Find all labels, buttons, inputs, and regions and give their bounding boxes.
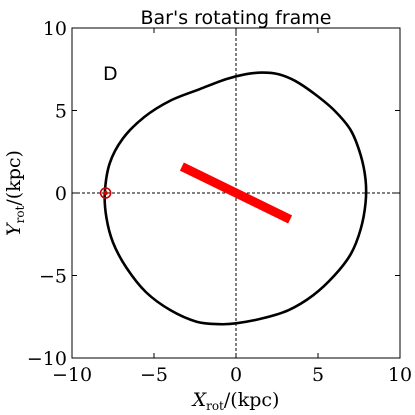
y-tick-label: −5	[39, 266, 67, 288]
y-tick-label: 5	[55, 101, 67, 123]
x-axis-label-sub: rot	[206, 399, 224, 413]
x-axis-label-main: X	[191, 389, 208, 411]
orbit-curve	[103, 71, 368, 326]
x-tick-label: 5	[312, 364, 324, 386]
y-tick-label: 10	[43, 18, 67, 40]
panel-label: D	[103, 63, 118, 85]
x-tick-label: 10	[388, 364, 412, 386]
y-axis-label-main: Y	[3, 221, 25, 236]
tick-labels: −10 −5 0 5 10 −10 −5 0 5 10	[27, 18, 412, 386]
x-tick-label: −10	[52, 364, 92, 386]
y-tick-label: 0	[55, 183, 67, 205]
y-axis-label: Yrot/(kpc)	[3, 150, 27, 236]
x-axis-label-unit: /(kpc)	[224, 389, 280, 411]
y-axis-label-unit: /(kpc)	[3, 150, 25, 206]
start-marker-dot	[103, 190, 108, 196]
x-axis-label: Xrot/(kpc)	[191, 389, 280, 413]
series-layer	[99, 71, 368, 326]
chart-title: Bar's rotating frame	[141, 7, 332, 29]
x-tick-label: 0	[230, 364, 242, 386]
x-tick-label: −5	[140, 364, 168, 386]
plot-area: −10 −5 0 5 10 −10 −5 0 5 10	[27, 18, 412, 386]
start-marker-ring	[99, 187, 112, 199]
y-tick-label: −10	[27, 348, 67, 370]
galactic-bar	[179, 162, 293, 224]
axis-ticks	[71, 27, 401, 359]
y-axis-label-sub: rot	[13, 205, 27, 223]
